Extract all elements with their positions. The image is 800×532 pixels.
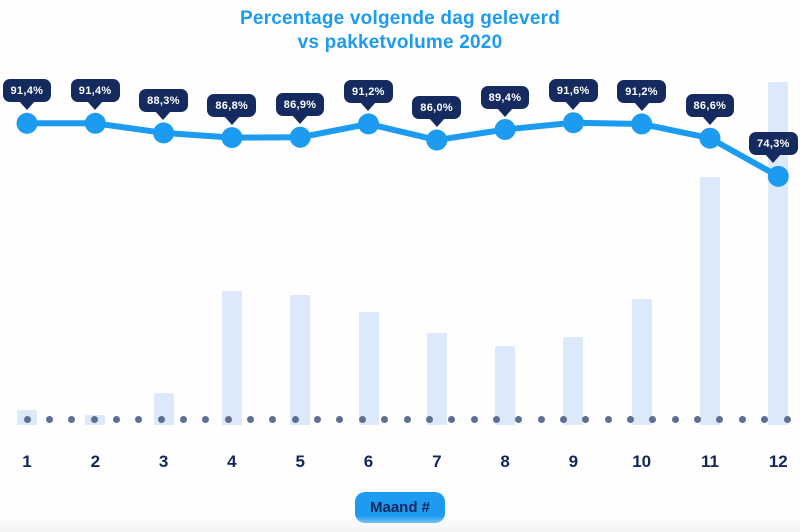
volume-bar: [495, 346, 516, 425]
x-axis-label: 3: [158, 452, 169, 471]
baseline-dot: [291, 415, 299, 423]
value-callout: 86,8%: [207, 93, 257, 117]
bottom-fade: [0, 516, 800, 532]
line-point: [494, 119, 516, 141]
x-axis-label: 12: [768, 452, 788, 471]
baseline-dot: [157, 415, 165, 423]
line-point: [16, 112, 38, 134]
value-callout: 86,9%: [275, 93, 325, 117]
volume-bar: [358, 312, 379, 425]
baseline-dot: [761, 415, 769, 423]
line-point: [221, 127, 243, 149]
x-axis-label: 1: [22, 452, 32, 471]
line-point: [153, 122, 175, 144]
chart-title-line2: vs pakketvolume 2020: [297, 32, 503, 53]
x-axis-label: 5: [295, 452, 305, 471]
volume-bar: [700, 177, 720, 425]
value-callout: 86,0%: [412, 96, 461, 120]
x-axis-label: 7: [432, 452, 442, 471]
line-point: [767, 165, 789, 187]
baseline-dot: [358, 415, 366, 423]
volume-bar: [290, 295, 311, 425]
line-point: [562, 112, 584, 134]
chart-title: Percentage volgende dag geleverd vs pakk…: [0, 7, 800, 55]
volume-bar: [631, 299, 652, 425]
value-callout: 91,4%: [70, 79, 120, 103]
baseline-dot: [537, 415, 545, 423]
value-callout: 91,6%: [548, 78, 598, 102]
baseline-dot: [90, 415, 98, 423]
x-axis-label: 8: [500, 452, 510, 471]
line-point: [289, 126, 311, 148]
volume-bar: [221, 290, 242, 425]
value-callout: 88,3%: [139, 88, 188, 112]
baseline-dot: [738, 415, 746, 423]
baseline-dot: [68, 415, 76, 423]
baseline-dot: [314, 415, 322, 423]
baseline-dot: [224, 415, 232, 423]
baseline-dot: [23, 415, 31, 423]
baseline-dot: [179, 415, 187, 423]
value-callout: 74,3%: [749, 132, 798, 156]
baseline-dot: [649, 415, 657, 423]
line-point: [426, 129, 448, 151]
value-callout: 86,6%: [685, 94, 735, 118]
delivery-line: [24, 119, 782, 180]
baseline-dot: [112, 415, 120, 423]
x-axis-label: 2: [90, 452, 101, 471]
line-point: [358, 113, 379, 135]
baseline-dot: [45, 415, 53, 423]
baseline-dot: [671, 415, 679, 423]
baseline-dot: [403, 415, 411, 423]
x-axis-label: 11: [701, 452, 719, 471]
delivery-line-layer: [16, 112, 789, 187]
baseline-dot: [470, 415, 478, 423]
x-axis-label: 10: [632, 452, 652, 471]
line-point: [84, 112, 106, 134]
volume-bar: [563, 336, 584, 425]
x-axis-label: 6: [363, 452, 374, 471]
value-callout: 91,2%: [617, 79, 666, 103]
baseline-dot: [448, 415, 456, 423]
baseline-dot: [336, 415, 344, 423]
baseline-dot: [425, 415, 433, 423]
baseline-dot: [627, 415, 635, 423]
baseline-dot: [135, 415, 143, 423]
baseline-dot: [604, 415, 612, 423]
x-axis-label: 9: [568, 452, 579, 471]
chart-title-line1: Percentage volgende dag geleverd: [239, 8, 560, 29]
baseline-dot: [559, 415, 567, 423]
volume-bar: [426, 333, 447, 425]
baseline-dot: [269, 415, 277, 423]
baseline-dot: [716, 415, 724, 423]
baseline-dot: [783, 415, 791, 423]
baseline-dot: [582, 415, 590, 423]
baseline-dot: [515, 415, 523, 423]
line-point: [699, 127, 721, 149]
baseline-dot: [202, 415, 210, 423]
baseline-dot: [381, 415, 389, 423]
baseline-dot: [247, 415, 255, 423]
line-point: [631, 113, 653, 135]
baseline-dot: [492, 415, 500, 423]
value-callout: 91,2%: [344, 79, 393, 103]
x-axis-label: 4: [227, 452, 237, 471]
value-callout: 89,4%: [480, 85, 530, 109]
value-callout: 91,4%: [2, 79, 52, 103]
baseline-dot: [694, 415, 702, 423]
